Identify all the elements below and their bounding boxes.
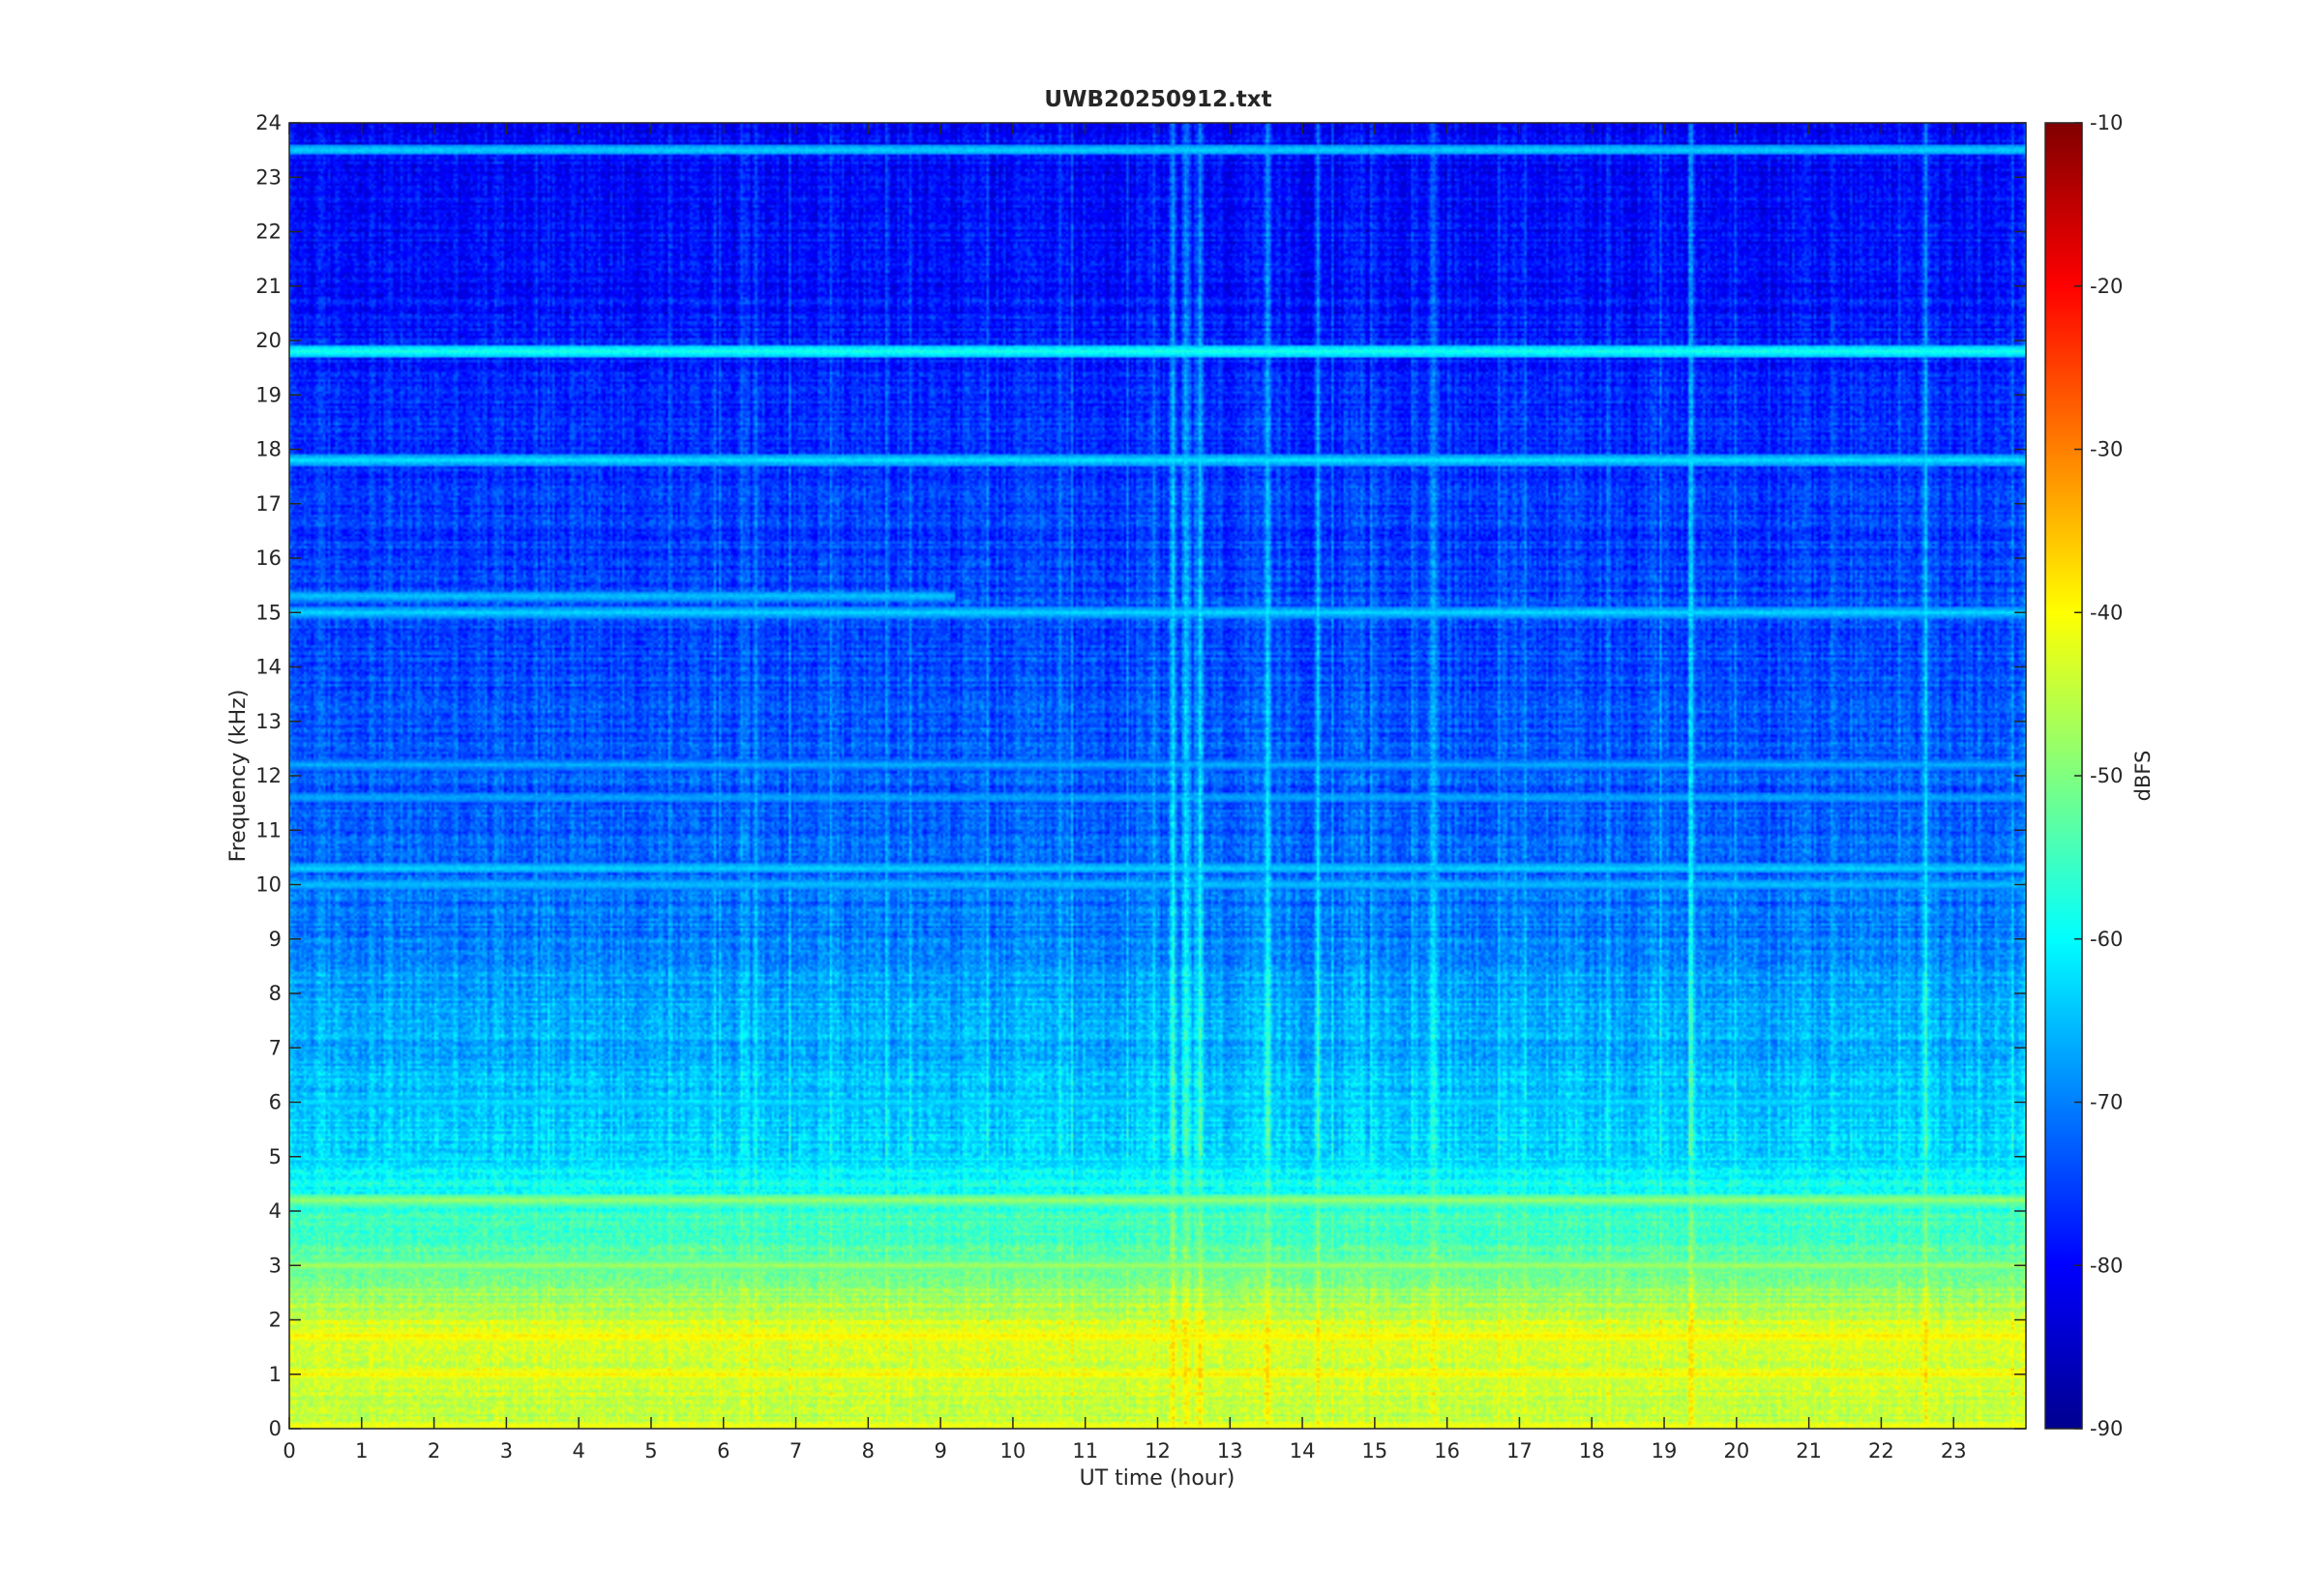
y-tick-label: 14 xyxy=(255,656,282,679)
x-tick-label: 16 xyxy=(1434,1439,1460,1463)
x-tick-label: 19 xyxy=(1652,1439,1678,1463)
y-axis-label: Frequency (kHz) xyxy=(226,690,251,863)
y-tick-label: 24 xyxy=(255,111,282,134)
x-tick-label: 17 xyxy=(1506,1439,1533,1463)
y-tick-label: 5 xyxy=(269,1145,282,1168)
y-tick-label: 9 xyxy=(269,928,282,951)
y-tick-label: 11 xyxy=(255,818,282,842)
x-tick-label: 15 xyxy=(1362,1439,1388,1463)
x-axis: 0 1 2 3 4 5 6 7 8 9 10 11 12 13 14 15 16 17 18 19 20 21 22 23 xyxy=(283,123,1967,1463)
y-tick-label: 13 xyxy=(255,710,282,733)
y-tick-label: 10 xyxy=(255,873,282,897)
colorbar-tick-label: -90 xyxy=(2090,1417,2123,1440)
x-axis-label: UT time (hour) xyxy=(1080,1466,1235,1491)
spectrogram-image xyxy=(289,123,2026,1429)
y-tick-label: 17 xyxy=(255,492,282,516)
y-tick-label: 1 xyxy=(269,1363,282,1386)
y-tick-label: 7 xyxy=(269,1036,282,1059)
colorbar-tick-label: -30 xyxy=(2090,438,2123,461)
y-tick-label: 23 xyxy=(255,165,282,189)
colorbar-tick-label: -60 xyxy=(2090,928,2123,951)
y-tick-label: 6 xyxy=(269,1091,282,1114)
y-tick-label: 16 xyxy=(255,547,282,570)
x-tick-label: 21 xyxy=(1796,1439,1822,1463)
colorbar-tick-label: -20 xyxy=(2090,275,2123,298)
y-tick-label: 4 xyxy=(269,1199,282,1223)
colorbar-tick-label: -10 xyxy=(2090,111,2123,134)
x-tick-label: 18 xyxy=(1579,1439,1605,1463)
x-tick-label: 13 xyxy=(1217,1439,1243,1463)
colorbar-tick-label: -50 xyxy=(2090,764,2123,787)
y-tick-label: 2 xyxy=(269,1309,282,1332)
y-tick-label: 3 xyxy=(269,1254,282,1277)
y-tick-label: 0 xyxy=(269,1417,282,1440)
x-tick-label: 12 xyxy=(1145,1439,1171,1463)
y-tick-label: 20 xyxy=(255,329,282,352)
colorbar-label: dBFS xyxy=(2131,751,2155,802)
x-tick-label: 23 xyxy=(1941,1439,1967,1463)
colorbar-tick-label: -80 xyxy=(2090,1254,2123,1277)
y-tick-label: 21 xyxy=(255,275,282,298)
x-tick-label: 10 xyxy=(1000,1439,1027,1463)
colorbar-tick-label: -70 xyxy=(2090,1091,2123,1114)
x-tick-label: 8 xyxy=(862,1439,875,1463)
x-tick-label: 6 xyxy=(717,1439,729,1463)
y-tick-label: 22 xyxy=(255,221,282,244)
x-tick-label: 11 xyxy=(1072,1439,1098,1463)
colorbar: -90 -80 -70 -60 -50 -40 -30 -20 -10 dBFS xyxy=(2044,111,2155,1440)
y-tick-label: 19 xyxy=(255,383,282,406)
y-tick-label: 18 xyxy=(255,438,282,461)
x-tick-label: 0 xyxy=(283,1439,295,1463)
x-tick-label: 14 xyxy=(1290,1439,1316,1463)
plot-area xyxy=(288,122,2027,1430)
x-tick-label: 9 xyxy=(934,1439,946,1463)
x-tick-label: 20 xyxy=(1723,1439,1749,1463)
x-tick-label: 5 xyxy=(644,1439,657,1463)
colorbar-ticks: -90 -80 -70 -60 -50 -40 -30 -20 -10 xyxy=(2074,111,2123,1440)
x-tick-label: 22 xyxy=(1868,1439,1894,1463)
y-tick-label: 12 xyxy=(255,764,282,787)
chart-title: UWB20250912.txt xyxy=(1044,87,1271,112)
x-tick-label: 4 xyxy=(572,1439,584,1463)
x-tick-label: 1 xyxy=(355,1439,368,1463)
x-tick-label: 3 xyxy=(500,1439,513,1463)
colorbar-tick-label: -40 xyxy=(2090,601,2123,624)
x-tick-label: 2 xyxy=(428,1439,440,1463)
y-tick-label: 8 xyxy=(269,982,282,1005)
x-tick-label: 7 xyxy=(789,1439,802,1463)
y-tick-label: 15 xyxy=(255,601,282,624)
